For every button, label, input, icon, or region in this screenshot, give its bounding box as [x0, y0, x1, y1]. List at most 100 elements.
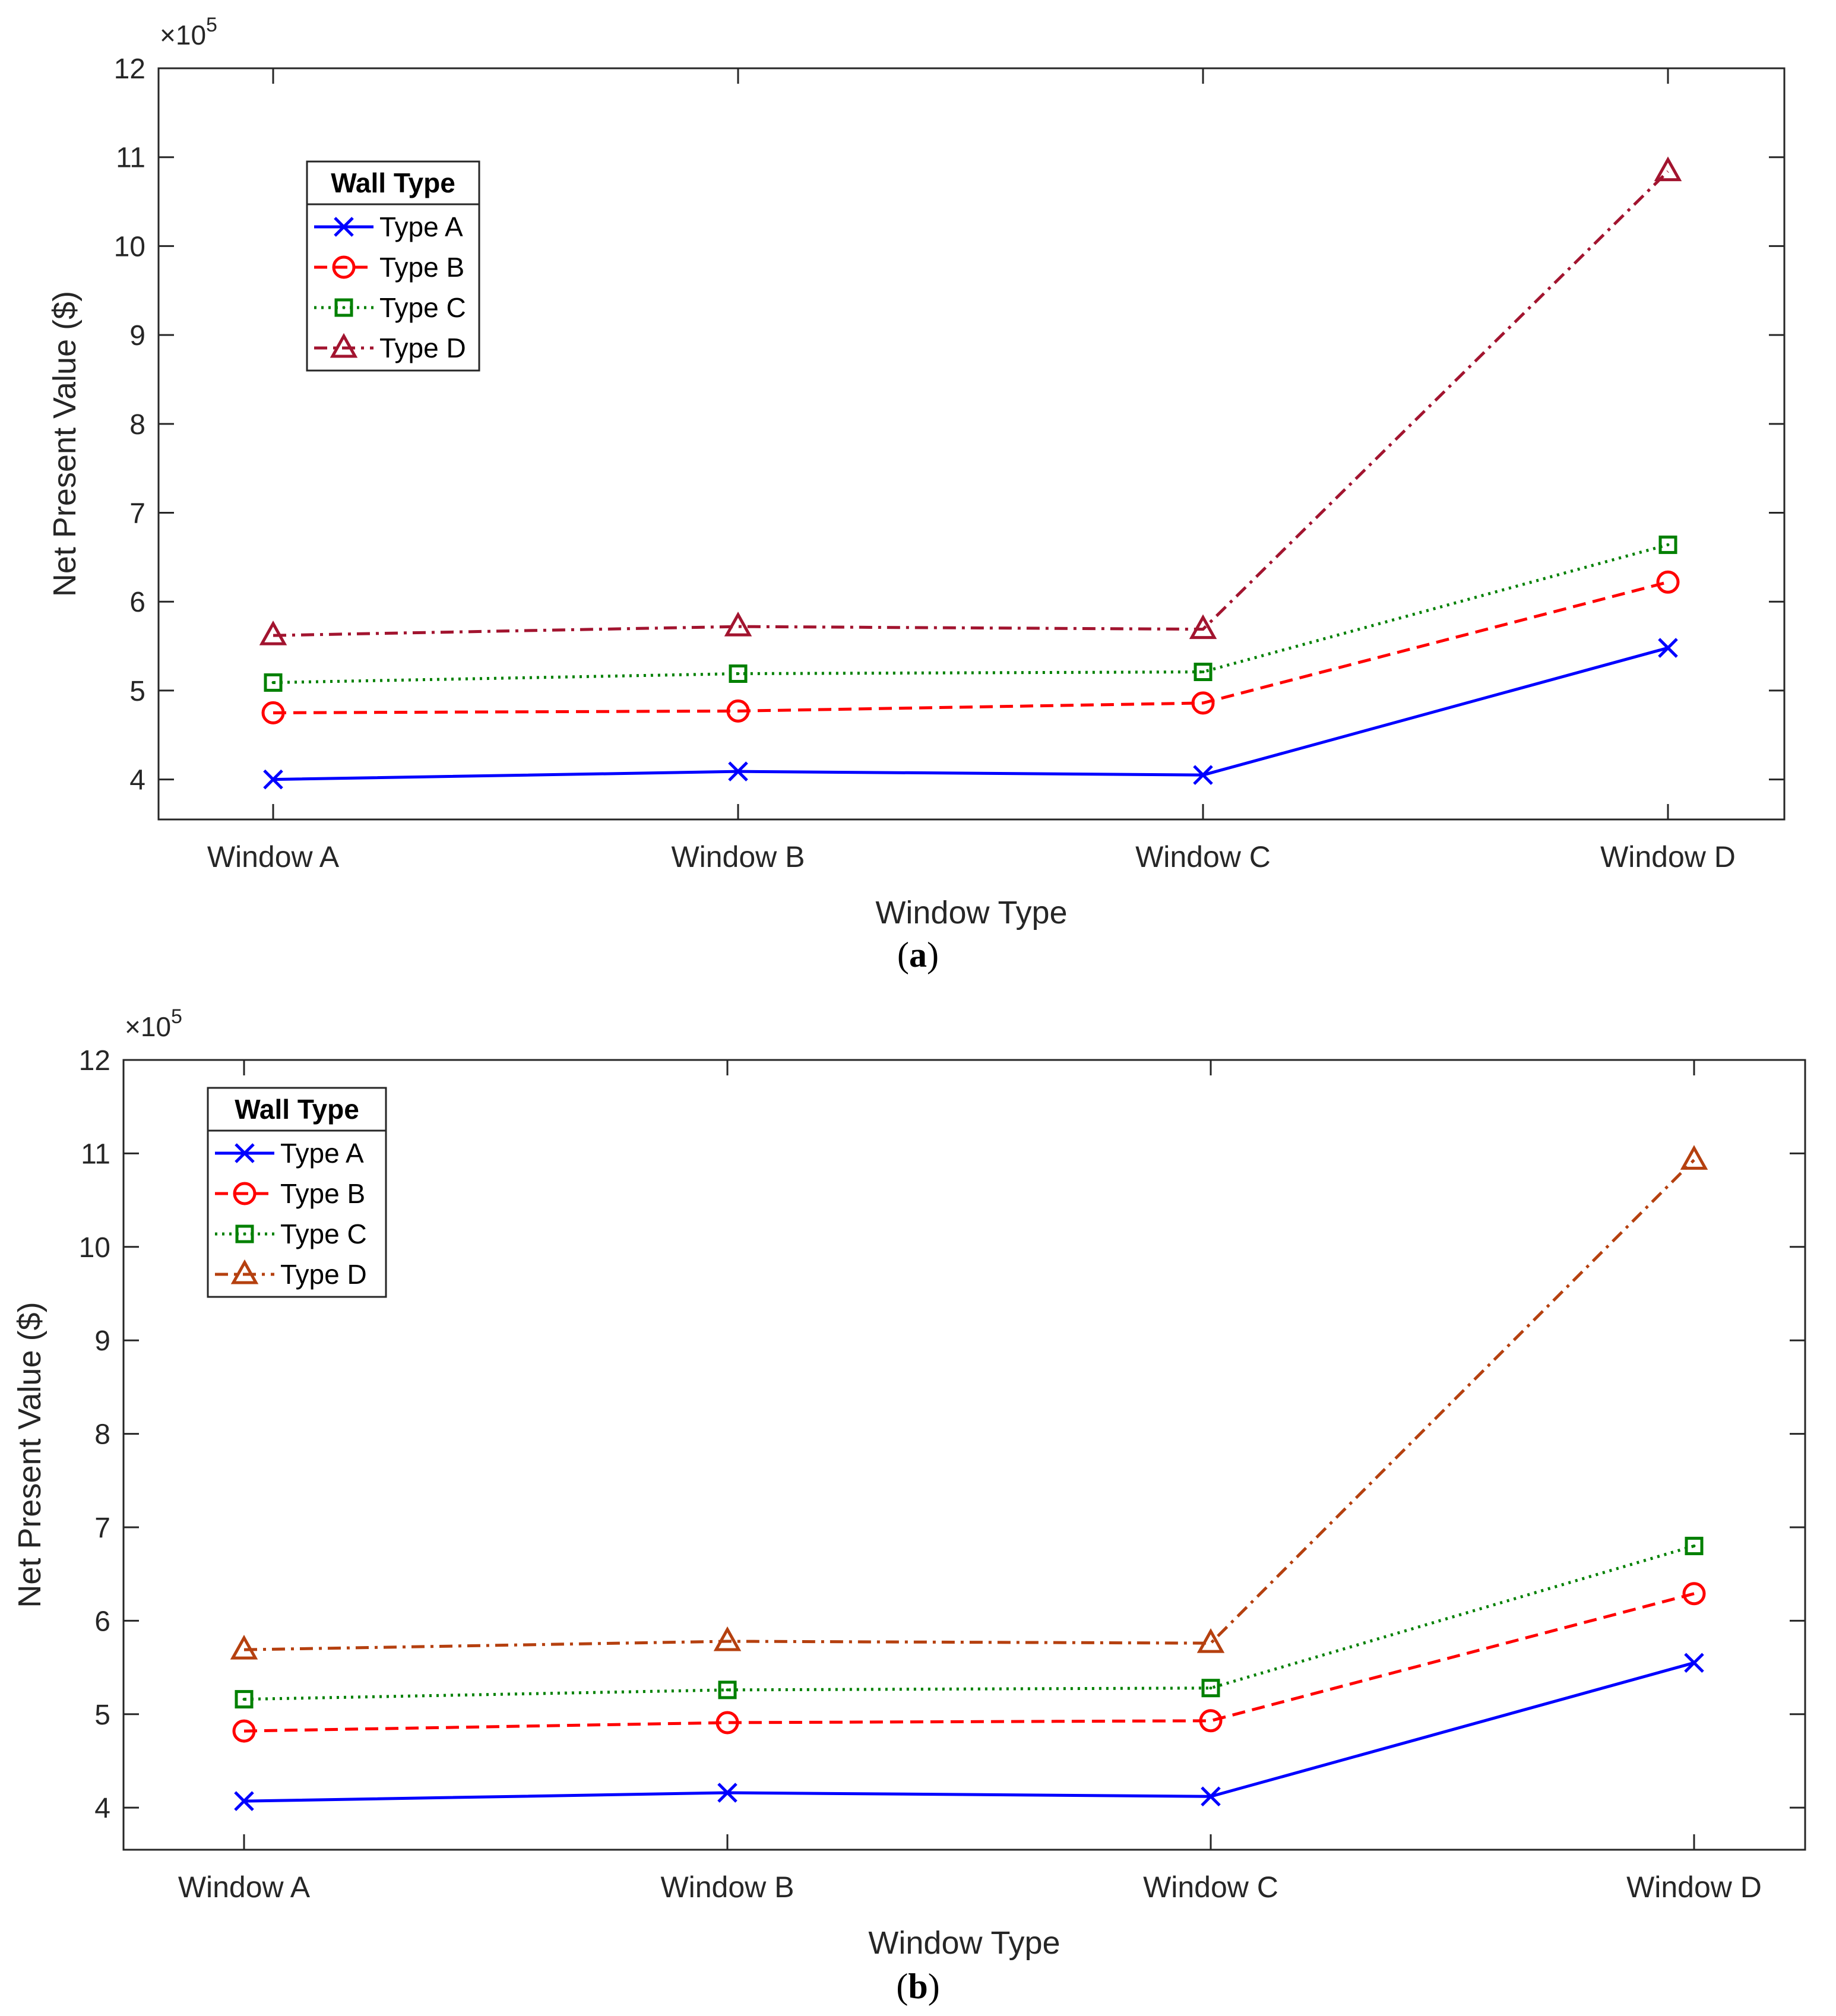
legend-entry: Type D [215, 1259, 367, 1290]
legend-swatch-square-marker-outline [235, 1224, 254, 1243]
series-line [243, 1661, 1695, 1803]
data-point-triangle-marker [713, 1626, 742, 1651]
data-point-x-marker [234, 1791, 254, 1811]
series-line [273, 646, 1669, 781]
x-tick-label: Window A [178, 1871, 311, 1904]
panel-caption-open-paren: ( [897, 935, 909, 974]
y-tick-label: 12 [79, 1045, 110, 1077]
data-point-square-marker [718, 1680, 737, 1699]
series-type-a [263, 638, 1678, 790]
y-tick-label: 6 [94, 1606, 110, 1637]
x-tick-label: Window A [207, 840, 340, 874]
plot-area-frame [122, 1059, 1806, 1851]
y-tick-label: 10 [79, 1232, 110, 1264]
chart-panel-b: 4 5 6 7 8 9 10 11 12 Window A Window B Window C Wind… [12, 1005, 1806, 2006]
data-point-square-marker-dot [1209, 1686, 1213, 1690]
legend-swatch-square-marker [235, 1224, 254, 1243]
y-axis-multiplier: ×105 [125, 1005, 182, 1042]
data-point-square-marker [1194, 662, 1213, 681]
data-point-x-marker [1658, 638, 1678, 658]
data-point-square-marker-dot [1692, 1544, 1696, 1547]
data-point-circle-marker [1191, 691, 1215, 715]
legend-swatch-circle-marker [233, 1182, 257, 1205]
series-line [243, 1545, 1695, 1701]
legend-entry-label: Type B [280, 1178, 365, 1209]
legend-swatch-circle-marker [332, 255, 356, 279]
y-tick-label: 10 [114, 231, 145, 262]
data-point-square-marker-outline [1194, 662, 1213, 681]
x-tick-label: Window C [1143, 1871, 1278, 1904]
y-tick-label: 8 [94, 1419, 110, 1451]
data-point-square-marker [729, 664, 748, 683]
legend-swatch-x-marker [334, 217, 354, 237]
y-axis-multiplier: ×105 [160, 14, 217, 50]
x-axis-label: Window Type [868, 1925, 1060, 1961]
y-tick-label: 12 [114, 53, 145, 85]
data-point-square-marker-outline [1685, 1536, 1704, 1555]
y-tick-label: 4 [94, 1793, 110, 1824]
x-tick-label: Window D [1626, 1871, 1762, 1904]
y-axis-multiplier-base: ×10 [160, 20, 206, 50]
data-point-square-marker-outline [729, 664, 748, 683]
series-type-d [230, 1145, 1708, 1660]
data-point-square-marker-outline [1658, 535, 1677, 554]
data-point-x-marker [1193, 765, 1213, 785]
legend-swatch-triangle-marker [230, 1259, 259, 1284]
legend-entry-label: Type C [379, 292, 466, 323]
series-type-a [234, 1653, 1704, 1811]
legend-swatch-x-marker [235, 1143, 255, 1163]
data-point-square-marker [264, 673, 283, 692]
y-axis-label: Net Present Value ($) [47, 291, 83, 597]
y-tick-label: 9 [129, 320, 145, 352]
data-point-square-marker-outline [264, 673, 283, 692]
data-point-square-marker-dot [1201, 670, 1205, 673]
y-tick-label: 5 [129, 676, 145, 707]
data-point-triangle-marker [724, 612, 752, 637]
x-tick-label: Window C [1135, 840, 1271, 874]
plot-area-frame [157, 67, 1786, 821]
data-point-square-marker-dot [271, 681, 275, 684]
data-point-square-marker [1685, 1536, 1704, 1555]
data-point-square-marker-dot [726, 1688, 729, 1692]
data-point-square-marker [1201, 1679, 1220, 1698]
y-axis-label: Net Present Value ($) [12, 1302, 48, 1607]
data-point-circle-marker [1199, 1709, 1223, 1733]
y-tick-label: 5 [94, 1699, 110, 1731]
data-point-circle-marker [232, 1719, 256, 1743]
x-tick-label: Window D [1600, 840, 1736, 874]
series-type-c [264, 535, 1677, 692]
legend-title: Wall Type [331, 167, 455, 198]
y-tick-label: 6 [129, 587, 145, 618]
legend-swatch-square-marker-dot [243, 1232, 246, 1236]
legend-swatch-triangle-marker [330, 333, 358, 358]
data-point-square-marker [235, 1690, 254, 1709]
data-point-square-marker-outline [718, 1680, 737, 1699]
data-point-triangle-marker [1196, 1628, 1225, 1653]
chart-panel-a: 4 5 6 7 8 9 10 11 12 Window A Window B Window C Wind… [47, 14, 1786, 974]
data-point-circle-marker [726, 699, 750, 723]
series-type-c [235, 1536, 1704, 1709]
y-axis-multiplier-exponent: 5 [206, 14, 217, 36]
legend-entry: Type D [314, 333, 466, 363]
legend-entry-label: Type D [280, 1259, 367, 1290]
y-tick-label: 7 [129, 498, 145, 530]
legend-entry: Type A [314, 211, 463, 242]
legend-entry: Type C [314, 292, 466, 323]
legend-title: Wall Type [235, 1094, 359, 1125]
data-point-square-marker-dot [736, 672, 740, 675]
y-axis-multiplier-exponent: 5 [171, 1005, 182, 1028]
data-point-triangle-marker [1680, 1145, 1708, 1170]
data-point-square-marker-dot [242, 1698, 246, 1701]
series-line [243, 1592, 1695, 1733]
x-tick-label: Window B [660, 1871, 794, 1904]
series-type-b [261, 570, 1680, 724]
y-tick-label: 4 [129, 765, 145, 796]
data-point-circle-marker [1682, 1582, 1706, 1606]
data-point-circle-marker [716, 1711, 739, 1735]
legend-swatch-square-marker-outline [334, 298, 353, 317]
series-type-d [259, 156, 1682, 645]
data-point-triangle-marker [1654, 156, 1682, 182]
legend: Wall Type Type A Type B Type C Type D [207, 1087, 387, 1298]
series-line [273, 580, 1669, 714]
y-tick-label: 7 [94, 1512, 110, 1544]
